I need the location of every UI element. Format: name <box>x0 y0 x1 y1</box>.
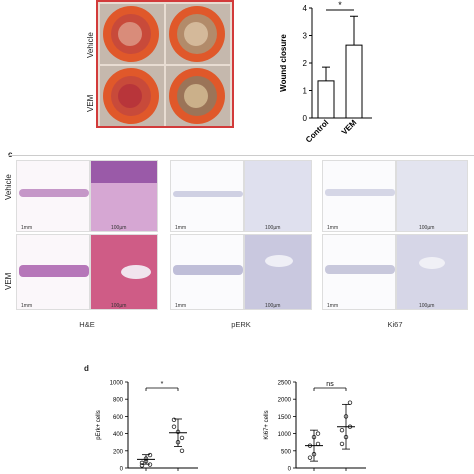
data-point <box>171 417 177 423</box>
ki67-vem-overview: 1mm <box>322 234 396 310</box>
data-point <box>171 424 177 429</box>
data-point <box>147 462 153 467</box>
y-axis-label: Wound closure <box>279 34 288 92</box>
photo-row-label-vehicle: Vehicle <box>86 32 95 58</box>
he-vem-overview: 1mm <box>16 234 90 310</box>
y-tick-label: 1 <box>303 87 308 96</box>
photo-vem-day0 <box>100 66 164 126</box>
panel-letter-d: d <box>84 364 89 373</box>
y-tick-label: 1000 <box>278 432 292 438</box>
data-point <box>315 431 321 436</box>
y-tick-label: 500 <box>281 449 292 455</box>
y-tick-label: 200 <box>113 449 124 455</box>
y-axis-label: Ki67+ cells <box>264 410 270 439</box>
column-label-he: H&E <box>79 320 95 329</box>
perk-vehicle-zoom: 100µm <box>244 160 312 232</box>
y-tick-label: 4 <box>303 4 308 13</box>
y-tick-label: 1500 <box>278 415 292 421</box>
y-tick-label: 0 <box>120 467 124 473</box>
scale-bar-100um: 100µm <box>111 225 127 231</box>
photo-row-label-vem: VEM <box>86 94 95 112</box>
significance-label: * <box>161 381 164 388</box>
data-point <box>139 463 145 468</box>
column-label-perk: pERK <box>231 320 251 329</box>
perk-vem-overview: 1mm <box>170 234 244 310</box>
scale-bar-100um: 100µm <box>419 303 435 309</box>
photo-vehicle-day-end <box>166 4 230 64</box>
histology-panel <box>8 155 474 316</box>
histology-row-label-vehicle: Vehicle <box>4 174 13 200</box>
scale-bar-1mm: 1mm <box>175 303 187 309</box>
panel-letter-c: c <box>8 150 13 159</box>
y-tick-label: 400 <box>113 432 124 438</box>
histology-row-label-vem: VEM <box>4 272 13 290</box>
y-tick-label: 0 <box>288 467 292 473</box>
ki67-vem-zoom: 100µm <box>396 234 468 310</box>
perk-vem-zoom: 100µm <box>244 234 312 310</box>
perk-dot-plot: 0 200 400 600 800 1000 pErk+ cells * <box>96 381 198 473</box>
scale-bar-100um: 100µm <box>265 303 281 309</box>
he-vehicle-overview: 1mm <box>16 160 90 232</box>
scale-bar-1mm: 1mm <box>327 225 339 231</box>
he-vem-zoom: 100µm <box>90 234 158 310</box>
photo-vehicle-day0 <box>100 4 164 64</box>
bar <box>345 44 363 119</box>
y-tick-label: 600 <box>113 415 124 421</box>
wound-photo-grid <box>96 0 234 128</box>
significance-label: * <box>338 0 342 10</box>
x-tick-label: VEM <box>340 118 359 137</box>
scale-bar-1mm: 1mm <box>175 225 187 231</box>
ki67-dot-plot: 0 500 1000 1500 2000 2500 Ki67+ cells ns <box>264 381 366 473</box>
bar <box>317 80 335 119</box>
scale-bar-1mm: 1mm <box>21 303 33 309</box>
data-point <box>347 400 353 405</box>
scale-bar-1mm: 1mm <box>327 303 339 309</box>
data-point <box>339 441 345 447</box>
ki67-vehicle-zoom: 100µm <box>396 160 468 232</box>
y-tick-label: 2500 <box>278 381 292 387</box>
y-tick-label: 2000 <box>278 398 292 404</box>
column-label-ki67: Ki67 <box>387 320 403 329</box>
y-tick-label: 0 <box>303 114 308 123</box>
y-tick-label: 800 <box>113 398 124 404</box>
x-tick-label: Control <box>304 118 330 144</box>
y-axis-label: pErk+ cells <box>96 410 102 440</box>
scale-bar-100um: 100µm <box>111 303 127 309</box>
photo-vem-day-end <box>166 66 230 126</box>
data-point <box>139 460 145 466</box>
y-tick-label: 3 <box>303 32 308 41</box>
y-tick-label: 2 <box>303 59 308 68</box>
data-point <box>339 427 345 433</box>
data-point <box>307 455 313 460</box>
scale-bar-100um: 100µm <box>265 225 281 231</box>
data-point <box>179 448 185 453</box>
wound-closure-chart: 0 1 2 3 4 Wound closure Control VEM * <box>279 0 372 145</box>
scale-bar-100um: 100µm <box>419 225 435 231</box>
scale-bar-1mm: 1mm <box>21 225 33 231</box>
significance-label: ns <box>326 381 334 388</box>
data-point <box>179 435 185 441</box>
he-vehicle-zoom: 100µm <box>90 160 158 232</box>
y-tick-label: 1000 <box>110 381 124 387</box>
ki67-vehicle-overview: 1mm <box>322 160 396 232</box>
perk-vehicle-overview: 1mm <box>170 160 244 232</box>
data-point <box>147 452 153 458</box>
